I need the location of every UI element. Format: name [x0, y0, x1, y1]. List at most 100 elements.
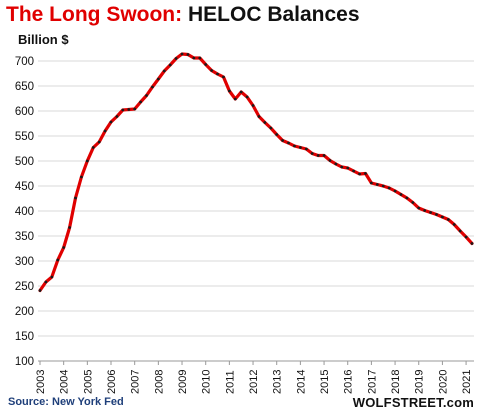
data-point — [322, 154, 326, 157]
data-point — [458, 229, 462, 233]
y-tick-label: 450 — [15, 181, 34, 193]
grid — [38, 60, 474, 362]
data-point — [198, 56, 202, 60]
x-tick-label: 2016 — [343, 370, 355, 394]
data-point — [316, 154, 320, 157]
data-point — [405, 196, 409, 200]
data-point — [168, 63, 172, 67]
data-point — [470, 242, 474, 245]
data-point — [216, 72, 219, 76]
data-point — [233, 97, 237, 101]
series-line — [38, 52, 474, 293]
data-point — [381, 184, 385, 188]
data-point — [293, 144, 296, 148]
data-point — [310, 152, 314, 155]
data-point — [127, 108, 131, 111]
data-point — [346, 166, 350, 170]
y-tick-label: 300 — [15, 256, 34, 268]
data-point — [257, 115, 261, 118]
data-point — [287, 141, 290, 145]
y-tick-label: 550 — [15, 131, 34, 143]
y-tick-label: 400 — [15, 206, 34, 218]
data-point — [186, 53, 190, 56]
data-point — [369, 181, 373, 185]
data-point — [281, 139, 285, 142]
data-point — [44, 280, 48, 284]
y-tick-label: 700 — [15, 56, 34, 68]
data-point — [411, 201, 415, 204]
data-point — [227, 89, 231, 93]
data-point — [85, 159, 89, 163]
data-point — [145, 94, 148, 97]
x-tick-label: 2008 — [153, 370, 165, 394]
x-tick-label: 2019 — [414, 370, 426, 394]
y-tick-label: 150 — [15, 331, 34, 343]
data-point — [245, 95, 249, 99]
data-point — [74, 196, 77, 200]
y-tick-label: 200 — [15, 306, 34, 318]
x-tick-label: 2012 — [248, 370, 260, 394]
data-point — [133, 107, 137, 111]
x-tick-label: 2010 — [201, 370, 213, 394]
data-point — [387, 186, 391, 190]
x-tick-label: 2005 — [82, 370, 94, 394]
data-point — [251, 104, 255, 107]
data-point — [91, 146, 95, 149]
data-point — [115, 115, 119, 118]
data-point — [68, 226, 71, 229]
x-axis-ticks: 2003 2004 2005 2006 2007 2008 2009 2010 2011 2012… — [35, 361, 473, 394]
data-point — [239, 90, 243, 94]
data-point — [358, 172, 361, 176]
data-point — [38, 289, 42, 292]
data-point — [210, 69, 214, 72]
data-point — [156, 77, 160, 81]
data-point — [441, 215, 444, 219]
data-point — [62, 246, 66, 249]
data-point — [275, 133, 279, 136]
y-tick-label: 100 — [15, 356, 34, 368]
data-point — [56, 258, 60, 262]
x-tick-label: 2018 — [390, 370, 402, 394]
data-point — [452, 223, 456, 226]
x-tick-label: 2013 — [272, 370, 284, 394]
x-tick-label: 2017 — [366, 370, 378, 394]
data-point — [103, 129, 107, 133]
series-heloc — [38, 52, 474, 293]
brand-logo-text: WOLFSTREET.com — [352, 395, 474, 410]
y-axis-ticks: 100 150 200 250 300 350 400 450 500 550 600 650 700 — [15, 56, 34, 368]
data-point — [446, 218, 450, 221]
y-tick-label: 650 — [15, 81, 34, 93]
x-tick-label: 2004 — [59, 370, 71, 394]
data-point — [340, 165, 344, 169]
data-point — [417, 206, 421, 210]
data-point — [97, 140, 101, 144]
y-axis-unit-label: Billion $ — [18, 32, 69, 47]
x-tick-label: 2003 — [35, 370, 47, 394]
data-point — [352, 169, 356, 173]
data-point — [204, 63, 208, 66]
data-point — [364, 172, 367, 175]
data-point — [121, 108, 125, 112]
data-point — [263, 121, 267, 124]
x-tick-label: 2011 — [224, 370, 236, 394]
data-point — [180, 52, 184, 56]
data-point — [174, 57, 178, 60]
data-point — [139, 100, 143, 104]
x-tick-label: 2021 — [461, 370, 473, 394]
data-point — [151, 85, 154, 89]
data-point — [222, 75, 225, 79]
data-point — [304, 147, 308, 151]
x-tick-label: 2007 — [130, 370, 142, 394]
data-point — [393, 189, 397, 193]
chart-title: The Long Swoon: HELOC Balances — [6, 3, 360, 27]
x-tick-label: 2006 — [106, 370, 118, 394]
y-tick-label: 350 — [15, 231, 34, 243]
data-point — [269, 126, 273, 130]
data-point — [192, 56, 196, 60]
chart-title-highlight: The Long Swoon: — [6, 3, 183, 26]
data-point — [328, 159, 332, 162]
data-point — [334, 162, 338, 166]
data-point — [423, 209, 427, 212]
data-point — [298, 146, 302, 149]
